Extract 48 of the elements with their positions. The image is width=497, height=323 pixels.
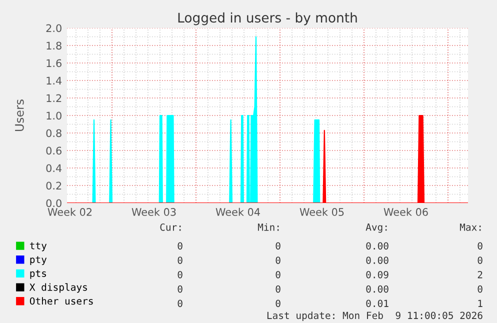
y-tick-label: 0.6 <box>46 146 62 155</box>
legend-label: tty <box>30 242 47 252</box>
text: 0.00 <box>366 242 388 250</box>
x-tick-label: Week 04 <box>216 208 260 216</box>
legend-label: pts <box>30 270 46 279</box>
text: Min: <box>258 223 279 231</box>
text: Last update: Mon Feb 9 11:00:05 2026 <box>267 312 482 321</box>
text: 0.09 <box>366 270 388 278</box>
y-tick-label: 0.4 <box>46 164 62 172</box>
text: 0 <box>178 242 182 250</box>
text: 0 <box>276 242 280 250</box>
text: 0 <box>276 300 280 308</box>
text: Max: <box>460 224 481 231</box>
y-tick-label: 1.8 <box>46 42 62 50</box>
text: 2 <box>478 270 482 278</box>
x-tick-label: Week 02 <box>48 208 92 216</box>
text: 0 <box>276 256 280 264</box>
y-tick-label: 1.0 <box>46 112 62 120</box>
y-tick-label: 2.0 <box>46 24 62 32</box>
chart-title: Logged in users - by month <box>178 12 357 26</box>
x-tick-label: Week 06 <box>384 208 428 216</box>
text: 0 <box>478 256 482 264</box>
text: Avg: <box>366 224 387 233</box>
text: 0 <box>478 242 482 250</box>
y-tick-label: 0.2 <box>46 182 62 190</box>
text: 0 <box>178 285 182 293</box>
y-tick-label: 0.8 <box>46 129 62 138</box>
text: 0.00 <box>366 285 388 293</box>
legend-label: pty <box>30 256 47 266</box>
text: 0 <box>276 285 280 293</box>
text: 0.01 <box>366 300 388 308</box>
text: 0.00 <box>366 256 388 264</box>
legend-label: X displays <box>29 283 87 293</box>
text: 0 <box>178 270 182 278</box>
text: 0 <box>178 300 182 308</box>
text: 0 <box>276 270 280 278</box>
text: Cur: <box>160 223 181 231</box>
x-tick-label: Week 03 <box>132 208 176 216</box>
legend-label: Other users <box>30 297 93 305</box>
y-tick-label: 1.6 <box>46 59 62 68</box>
text: 0 <box>478 285 482 293</box>
text: 1 <box>478 300 482 307</box>
y-tick-label: 1.4 <box>46 76 62 84</box>
x-tick-label: Week 05 <box>300 208 344 216</box>
y-tick-label: 1.2 <box>46 94 62 102</box>
y-tick-label: 0.0 <box>46 199 62 208</box>
y-axis-title: Users <box>15 100 24 132</box>
text: 0 <box>178 256 182 264</box>
